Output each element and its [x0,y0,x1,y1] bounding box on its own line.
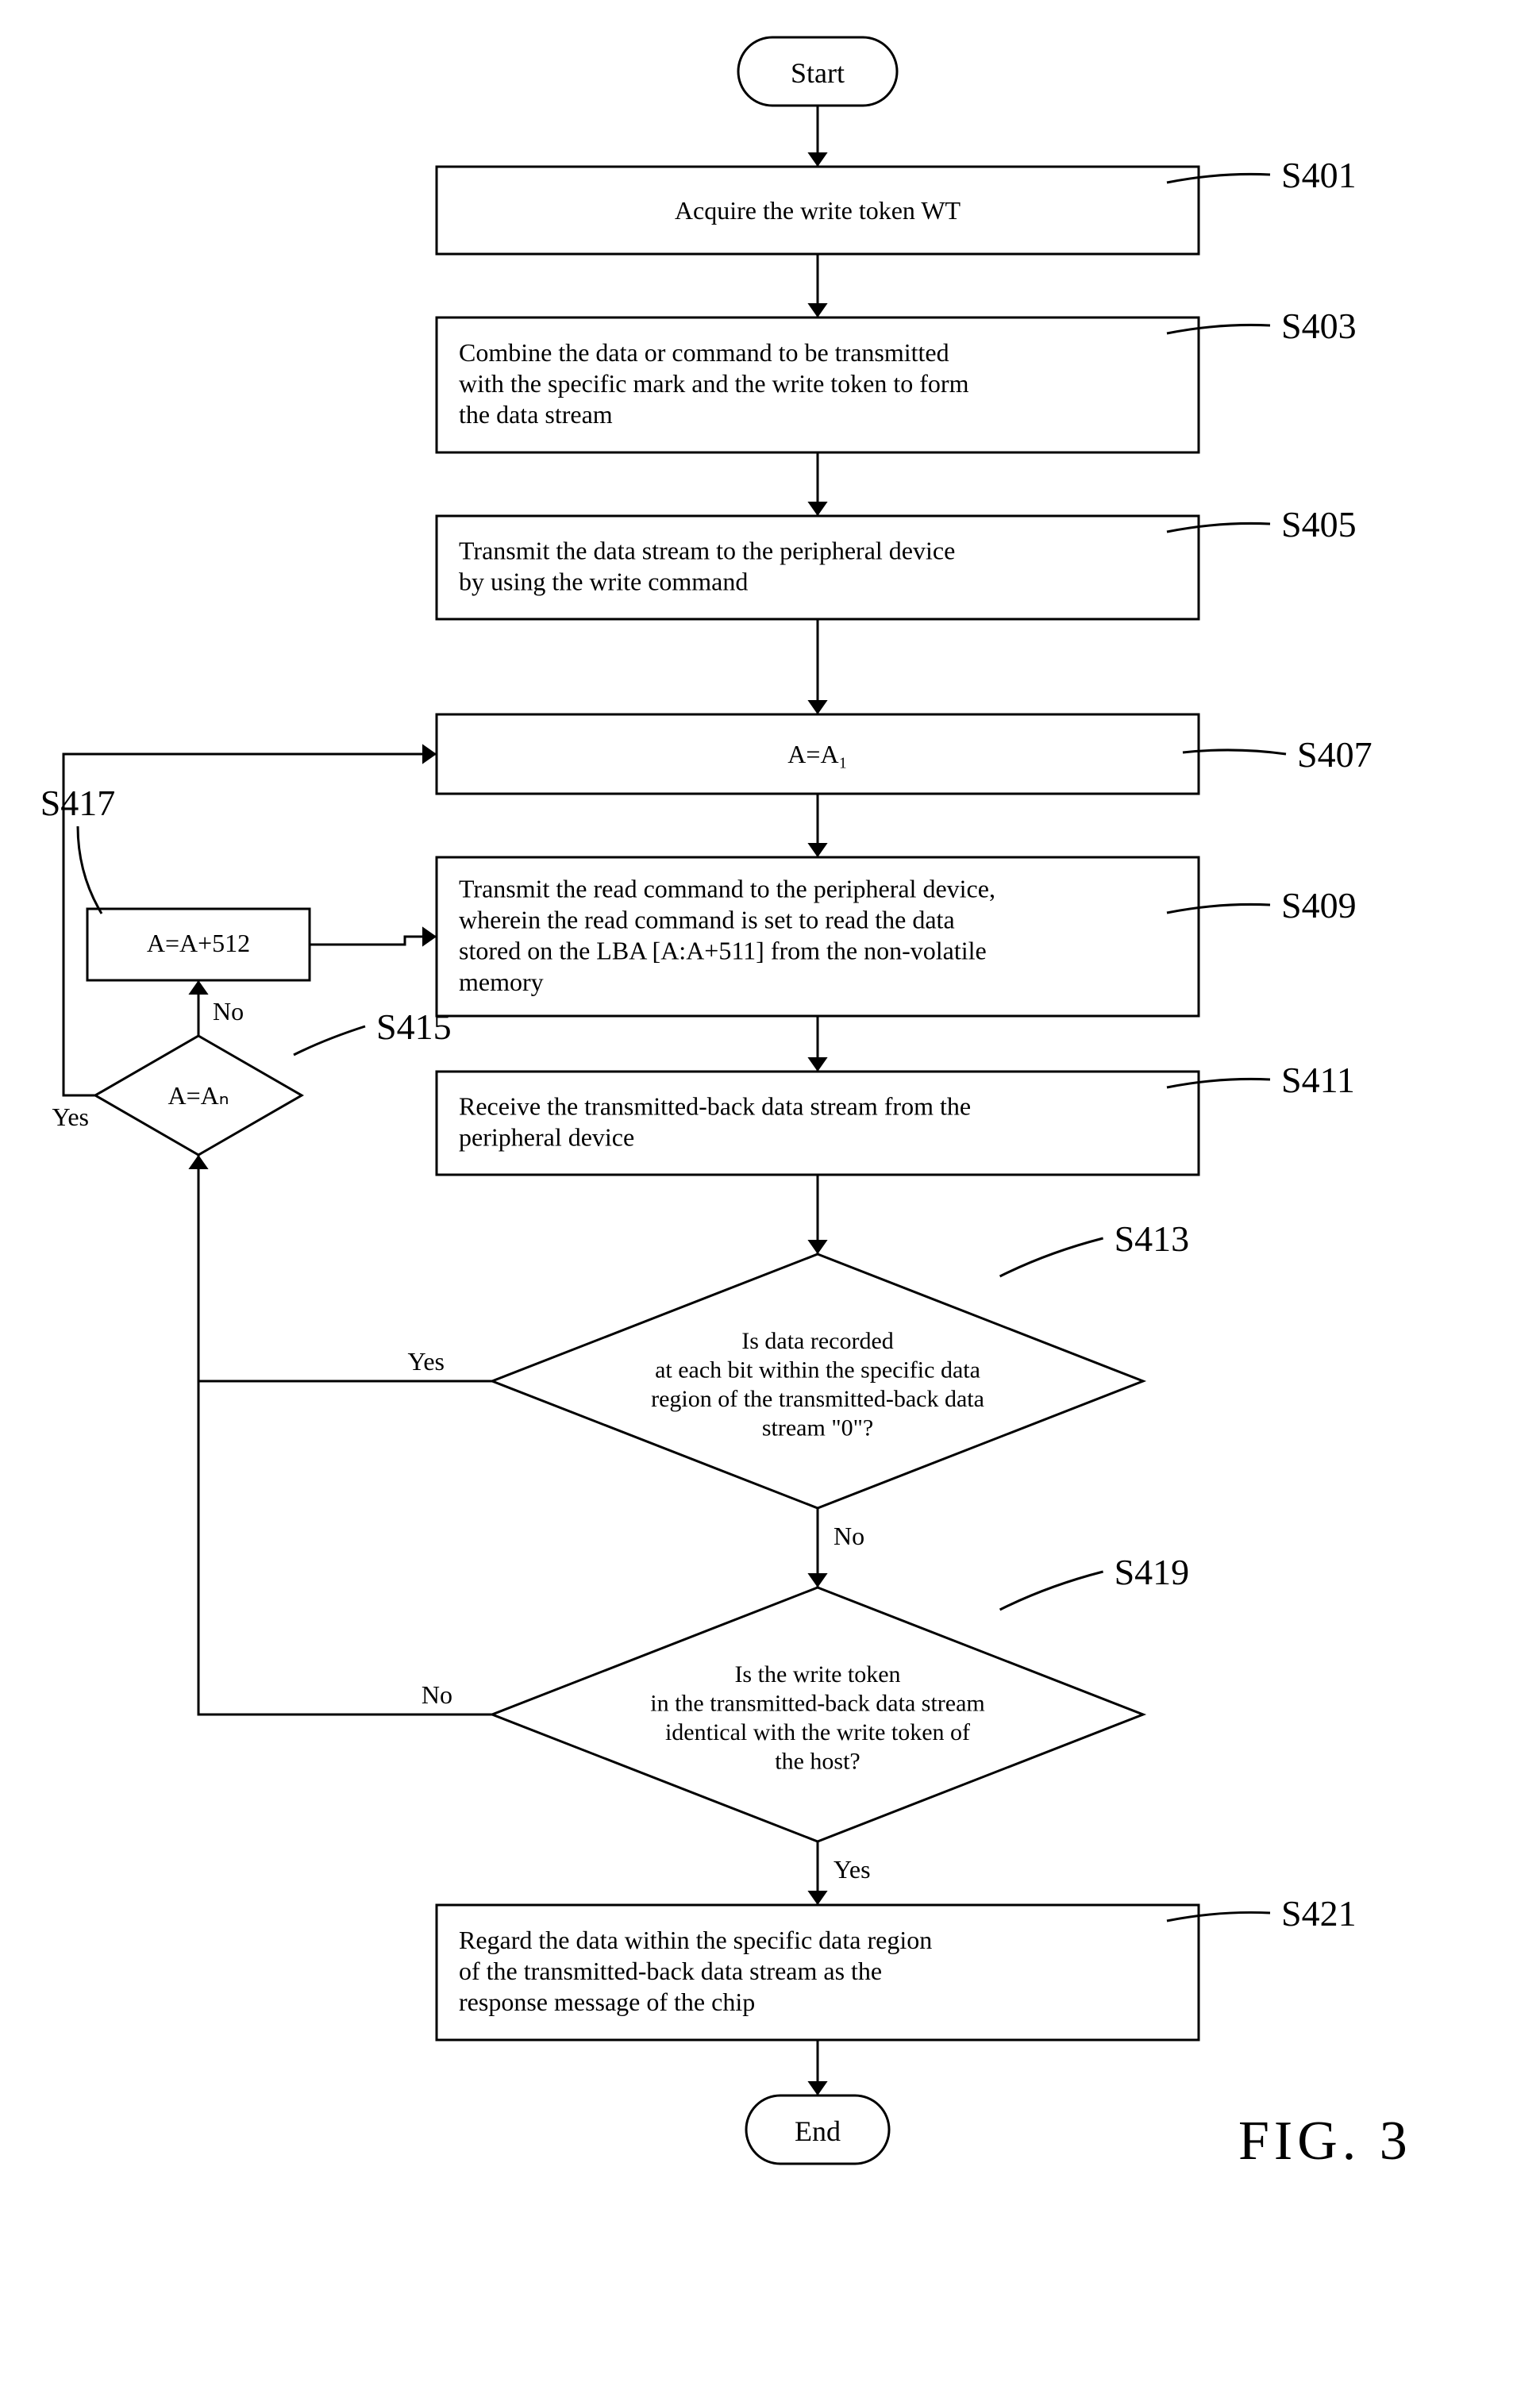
text-s417: A=A+512 [147,929,250,957]
tag-s405: S405 [1281,504,1357,545]
svg-text:stream "0"?: stream "0"? [762,1415,873,1441]
svg-text:Is data recorded: Is data recorded [741,1328,894,1354]
svg-text:Transmit the read command to t: Transmit the read command to the periphe… [459,875,995,903]
end-terminator-label: End [795,2115,841,2147]
svg-text:the host?: the host? [775,1749,860,1775]
start-terminator-label: Start [791,57,845,89]
svg-text:by using the write command: by using the write command [459,568,748,596]
svg-text:in the transmitted-back data s: in the transmitted-back data stream [650,1690,985,1716]
label-s413-no: No [834,1522,864,1550]
svg-text:Is the write token: Is the write token [734,1661,900,1688]
tag-s413: S413 [1115,1218,1190,1259]
svg-text:with the specific mark and the: with the specific mark and the write tok… [459,369,969,398]
svg-text:of the transmitted-back data s: of the transmitted-back data stream as t… [459,1957,882,1985]
svg-text:identical with the write token: identical with the write token of [665,1719,970,1745]
svg-text:Receive the transmitted-back d: Receive the transmitted-back data stream… [459,1092,971,1121]
svg-text:A=A+512: A=A+512 [147,929,250,957]
tag-s417: S417 [40,783,116,823]
tag-s409: S409 [1281,885,1357,926]
svg-text:A=Aₙ: A=Aₙ [167,1081,229,1110]
svg-text:region of the transmitted-back: region of the transmitted-back data [651,1386,984,1412]
tag-s401: S401 [1281,155,1357,195]
svg-text:response message of the chip: response message of the chip [459,1988,755,2016]
label-s415-no: No [213,997,244,1026]
svg-text:Acquire the write token WT: Acquire the write token WT [675,196,961,225]
svg-text:Regard the data within the spe: Regard the data within the specific data… [459,1926,932,1954]
tag-s407: S407 [1297,734,1373,775]
text-s401: Acquire the write token WT [675,196,961,225]
tag-s421: S421 [1281,1893,1357,1934]
svg-text:wherein the read command is se: wherein the read command is set to read … [459,906,955,934]
tag-s411: S411 [1281,1060,1355,1100]
figure-label: FIG. 3 [1238,2111,1412,2172]
tag-s415: S415 [376,1006,452,1047]
label-s415-yes: Yes [52,1103,89,1131]
label-s419-no: No [422,1680,452,1709]
svg-text:Combine the data or command to: Combine the data or command to be transm… [459,338,949,367]
svg-text:A=A₁: A=A₁ [787,740,847,768]
text-s415: A=Aₙ [167,1081,229,1110]
label-s413-yes: Yes [407,1347,445,1376]
text-s407: A=A₁ [787,740,847,768]
svg-text:stored on the LBA [A:A+511] fr: stored on the LBA [A:A+511] from the non… [459,937,987,965]
label-s419-yes: Yes [834,1855,871,1884]
svg-text:at each bit within the specifi: at each bit within the specific data [655,1357,980,1383]
svg-text:the data stream: the data stream [459,400,613,429]
svg-text:peripheral device: peripheral device [459,1123,634,1152]
tag-s403: S403 [1281,306,1357,346]
svg-text:Transmit the data stream to th: Transmit the data stream to the peripher… [459,537,955,565]
tag-s419: S419 [1115,1552,1190,1592]
svg-text:memory: memory [459,968,544,996]
